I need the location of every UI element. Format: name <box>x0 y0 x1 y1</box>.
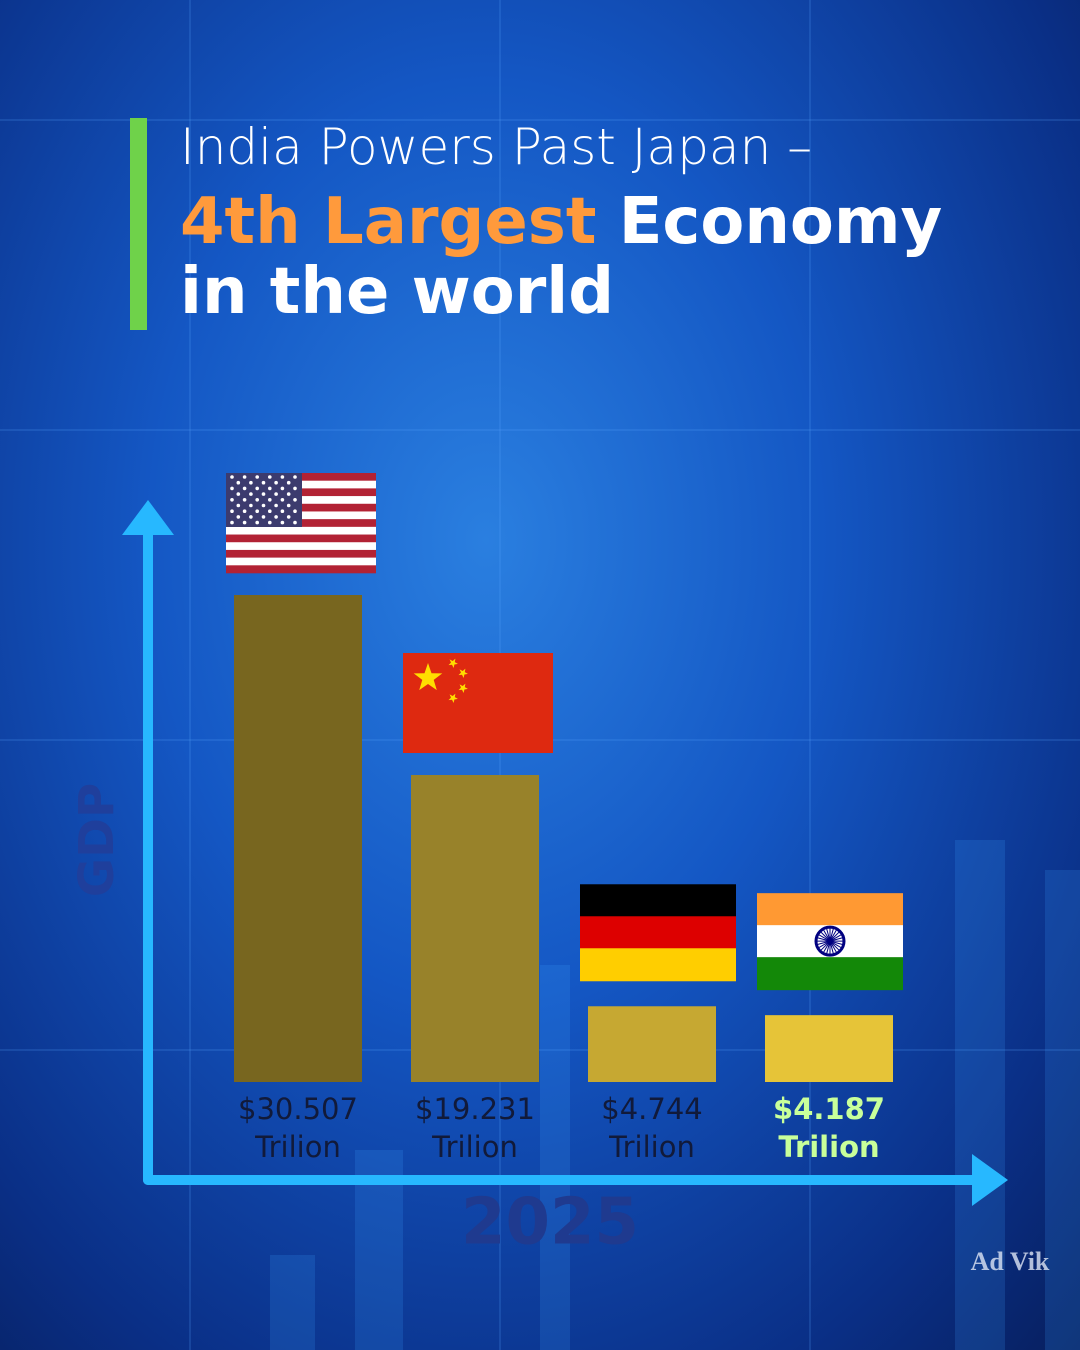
flag-star <box>280 520 285 525</box>
flag-star <box>236 480 241 485</box>
flag-star <box>236 503 241 508</box>
logo: Ad Vik <box>971 1247 1050 1276</box>
flag-star <box>255 509 259 513</box>
value-label: $4.744 Trilion <box>601 1092 703 1164</box>
x-arrow <box>972 1154 1008 1206</box>
flag <box>226 473 376 574</box>
flag-star <box>261 503 266 508</box>
flag-star <box>280 509 285 513</box>
flag-star <box>249 503 253 508</box>
title-text: Economy <box>618 185 943 259</box>
bar <box>234 595 362 1082</box>
flag-stripe <box>580 884 736 918</box>
flag-star <box>242 486 247 491</box>
flag-star <box>242 475 247 479</box>
flag-star <box>286 503 291 508</box>
flag-stripe <box>757 957 903 991</box>
flag-star <box>230 475 234 479</box>
flag-star <box>249 515 253 519</box>
flag-star <box>230 498 234 502</box>
flag-star <box>293 509 297 513</box>
flag-star <box>236 515 241 519</box>
flag-star <box>255 498 259 502</box>
flag-star <box>230 486 234 491</box>
flag <box>580 884 736 982</box>
flag-stripe <box>226 565 376 574</box>
flag-star <box>255 520 259 525</box>
bar <box>765 1015 893 1082</box>
flag-star <box>293 520 297 525</box>
flag-star <box>268 498 272 502</box>
flag-star <box>458 668 468 678</box>
title-highlight: 4th Largest <box>180 185 597 259</box>
flag-star <box>268 486 272 491</box>
flag-stripe <box>226 542 376 551</box>
accent-bar <box>130 118 147 330</box>
flag-star <box>280 486 285 491</box>
value-label: $19.231 Trilion <box>415 1092 535 1164</box>
flag-stripe <box>580 916 736 950</box>
flag-star <box>458 683 468 693</box>
flag-star <box>413 663 443 691</box>
flag-field <box>403 653 553 754</box>
flag-spoke <box>816 937 844 946</box>
y-axis-label: GDP <box>69 783 125 897</box>
flag-star <box>249 480 253 485</box>
flag-star <box>274 492 278 496</box>
x-axis-label: 2025 <box>461 1186 639 1260</box>
flag-star <box>286 492 291 496</box>
flag-star <box>268 509 272 513</box>
flag-star <box>242 520 247 525</box>
flag-stripe <box>226 534 376 543</box>
title-line: India Powers Past Japan – <box>180 118 813 176</box>
flag-star <box>280 498 285 502</box>
value-label: $30.507 Trilion <box>238 1092 358 1164</box>
flag-star <box>448 693 458 703</box>
flag-stripe <box>226 549 376 558</box>
flag-star <box>274 480 278 485</box>
flag-star <box>448 658 458 668</box>
flag-star <box>242 509 247 513</box>
flag-star <box>230 509 234 513</box>
bar <box>411 775 539 1082</box>
y-arrow <box>122 500 174 535</box>
flag-star <box>236 492 241 496</box>
title-line: in the world <box>180 255 615 329</box>
flag-star <box>274 515 278 519</box>
flag-stripe <box>226 557 376 566</box>
flag-stripe <box>580 948 736 982</box>
flag-star <box>261 480 266 485</box>
flag-star <box>293 486 297 491</box>
flag-star <box>286 480 291 485</box>
value-label: $4.187 Trilion <box>773 1092 885 1164</box>
flag-star <box>286 515 291 519</box>
flag-star <box>230 520 234 525</box>
flag-stripe <box>226 526 376 535</box>
flag-star <box>268 520 272 525</box>
flag-star <box>261 492 266 496</box>
flag <box>403 653 553 754</box>
title-line: 4th Largest Economy <box>180 185 942 259</box>
flag-star <box>261 515 266 519</box>
bar <box>588 1006 716 1082</box>
flag-star <box>293 498 297 502</box>
flag-star <box>274 503 278 508</box>
axes <box>143 515 995 1185</box>
flag-star <box>280 475 285 479</box>
flag-stripe <box>757 893 903 927</box>
flag-star <box>268 475 272 479</box>
flag-star <box>249 492 253 496</box>
flag-star <box>255 486 259 491</box>
flag-star <box>255 475 259 479</box>
flag <box>757 893 903 991</box>
flag-star <box>242 498 247 502</box>
flag-star <box>293 475 297 479</box>
